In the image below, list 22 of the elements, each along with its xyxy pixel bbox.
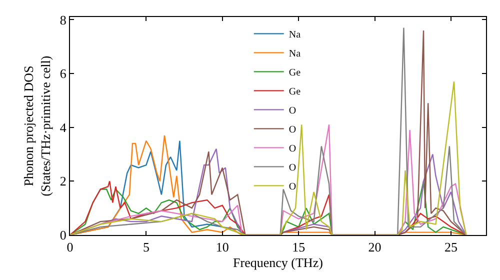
legend-label: Ge [288,86,302,98]
legend-label: O [288,106,296,117]
legend-label: Na [288,48,302,60]
y-axis-title: Phonon projected DOS (States/THz·primitive cell) [20,56,53,196]
x-tick-label: 10 [216,240,229,255]
y-tick-label: 4 [60,120,67,135]
legend-label: Ge [288,68,302,79]
x-axis-title: Frequency (THz) [233,255,323,270]
y-tick-label: 2 [60,174,66,189]
legend-label: O [288,182,296,193]
line-series [70,80,467,235]
y-tick-label: 8 [60,12,66,28]
x-tick-label: 5 [142,240,150,255]
x-tick-label: 15 [292,240,306,255]
y-tick-label: 6 [60,66,67,82]
x-tick-label: 25 [444,240,458,255]
legend-label: O [288,162,296,174]
legend-label: O [288,124,296,136]
y-tick-label: 0 [60,228,66,243]
x-tick-label: 20 [368,240,382,255]
legend-label: Na [288,30,302,41]
legend-label: O [288,144,296,155]
